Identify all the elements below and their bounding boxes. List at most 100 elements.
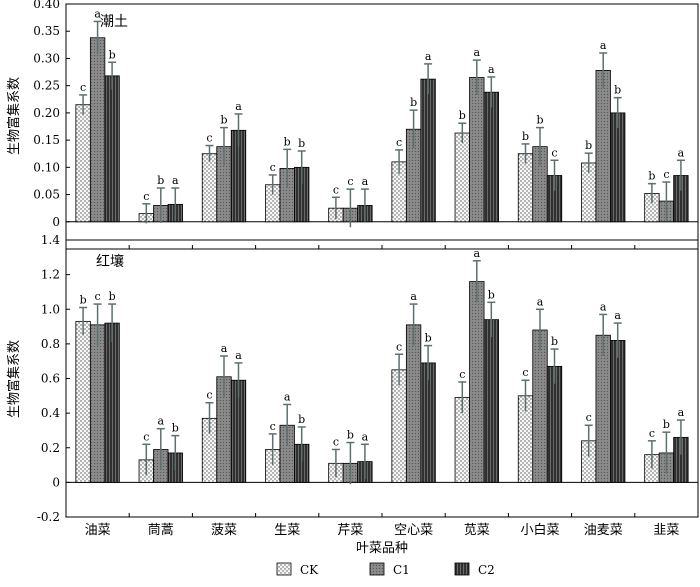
significance-letter-c1: a xyxy=(474,46,481,59)
significance-letter-c2: a xyxy=(362,175,369,188)
significance-letter-ck: b xyxy=(80,294,87,307)
panel-chaotu: 潮土 生物富集系数 0 0.05 0.10 0.15 0.20 0.25 0.30 0.35 0… xyxy=(6,0,699,250)
significance-letter-c2: a xyxy=(235,349,242,362)
significance-letter-c2: b xyxy=(488,288,495,301)
x-tick-label: 菠菜 xyxy=(211,523,237,538)
significance-letter-ck: c xyxy=(206,132,212,145)
significance-letter-c1: b xyxy=(220,114,227,127)
bar-ck xyxy=(391,369,407,483)
plot-area-bottom xyxy=(66,260,698,485)
x-tick-label: 油菜 xyxy=(85,523,111,538)
y-tick-label-bottom: 0 xyxy=(52,475,60,489)
y-tick-label-top: 0.25 xyxy=(33,79,60,93)
y-tick-label-bottom: 0.2 xyxy=(41,441,60,455)
significance-letter-c1: a xyxy=(94,7,101,20)
significance-letter-c2: a xyxy=(235,100,242,113)
bar-c1 xyxy=(469,281,485,483)
x-tick-label: 油麦菜 xyxy=(584,523,623,538)
y-axis-label-top: 生物富集系数 xyxy=(6,77,22,155)
x-axis-label: 叶菜品种 xyxy=(356,541,408,556)
x-tick-label: 苋菜 xyxy=(464,523,490,538)
legend-swatch-c2 xyxy=(454,562,470,576)
significance-letter-c1: a xyxy=(600,39,607,52)
significance-letter-c1: a xyxy=(410,290,417,303)
panel-title-bottom: 红壤 xyxy=(96,253,124,270)
significance-letter-c2: a xyxy=(678,406,685,419)
significance-letter-c1: c xyxy=(663,168,669,181)
bar-ck xyxy=(454,132,470,223)
bar-ck xyxy=(201,153,218,223)
significance-letter-c2: a xyxy=(172,174,179,187)
y-tick-label-bottom: 0.8 xyxy=(41,337,60,351)
significance-letter-ck: c xyxy=(522,366,528,379)
significance-letter-c1: b xyxy=(157,174,164,187)
significance-letter-c2: b xyxy=(298,413,305,426)
legend: CK C1 C2 xyxy=(276,562,495,577)
legend-swatch-ck xyxy=(276,562,292,576)
significance-letter-ck: c xyxy=(206,389,212,402)
significance-letter-ck: c xyxy=(396,136,402,149)
bar-c1 xyxy=(89,324,106,483)
bar-ck xyxy=(75,320,91,483)
significance-letter-c2: b xyxy=(298,137,305,150)
legend-label-ck: CK xyxy=(300,563,319,577)
y-tick-label-bottom: 0.6 xyxy=(41,372,60,386)
significance-letter-ck: b xyxy=(585,139,592,152)
significance-letter-c1: a xyxy=(474,247,481,260)
significance-letter-c1: a xyxy=(537,295,544,308)
significance-letter-c2: b xyxy=(614,84,621,97)
legend-label-c1: C1 xyxy=(393,563,410,577)
y-tick-label-bottom: 1.0 xyxy=(41,302,60,316)
y-tick-label-top: 0 xyxy=(52,215,60,229)
significance-letter-ck: c xyxy=(270,161,276,174)
legend-swatch-c1 xyxy=(369,562,385,576)
significance-letter-c2: b xyxy=(551,335,558,348)
bar-c2 xyxy=(610,340,626,483)
significance-letter-c1: a xyxy=(221,342,228,355)
significance-letter-c2: a xyxy=(488,63,495,76)
significance-letter-ck: c xyxy=(396,340,402,353)
significance-letter-ck: c xyxy=(459,368,465,381)
bar-c1 xyxy=(469,77,485,223)
significance-letter-c1: b xyxy=(410,96,417,109)
significance-letter-c1: c xyxy=(347,175,353,188)
significance-letter-c1: a xyxy=(600,300,607,313)
bar-c2 xyxy=(420,78,436,223)
significance-letter-c1: b xyxy=(536,114,543,127)
significance-letter-c1: b xyxy=(663,418,670,431)
x-tick-label: 小白菜 xyxy=(520,522,559,538)
bar-c2 xyxy=(546,365,563,483)
significance-letter-c1: b xyxy=(284,135,291,148)
significance-letter-c1: b xyxy=(347,429,354,442)
y-axis-label-bottom: 生物富集系数 xyxy=(6,340,22,418)
panel-title-top: 潮土 xyxy=(100,14,128,30)
significance-letter-ck: c xyxy=(80,81,86,94)
y-tick-label-bottom: 1.4 xyxy=(41,233,60,247)
significance-letter-ck: c xyxy=(143,430,149,443)
y-tick-label-top: 0.10 xyxy=(33,160,60,174)
bar-ck xyxy=(75,104,91,223)
significance-letter-ck: c xyxy=(270,420,276,433)
significance-letter-ck: b xyxy=(648,170,655,183)
x-tick-label: 空心菜 xyxy=(394,523,433,538)
x-tick-label: 韭菜 xyxy=(653,523,679,538)
significance-letter-ck: c xyxy=(586,411,592,424)
significance-letter-c1: a xyxy=(158,415,165,428)
significance-letter-c2: a xyxy=(362,430,369,443)
significance-letter-c1: c xyxy=(95,290,101,303)
significance-letter-ck: c xyxy=(649,427,655,440)
bar-c1 xyxy=(405,324,422,483)
bar-c1 xyxy=(532,329,548,483)
bar-c2 xyxy=(483,91,499,223)
y-tick-label-bottom: 1.2 xyxy=(41,268,60,282)
bar-c2 xyxy=(483,319,499,483)
y-tick-label-top: 0.40 xyxy=(33,0,60,11)
y-tick-label-top: 0.15 xyxy=(33,133,60,147)
significance-letter-ck: c xyxy=(333,435,339,448)
bar-c2 xyxy=(420,362,436,483)
significance-letter-c2: b xyxy=(109,48,116,61)
significance-letter-ck: b xyxy=(459,109,466,122)
x-tick-label: 生菜 xyxy=(274,523,300,538)
significance-letter-c2: c xyxy=(551,146,557,159)
